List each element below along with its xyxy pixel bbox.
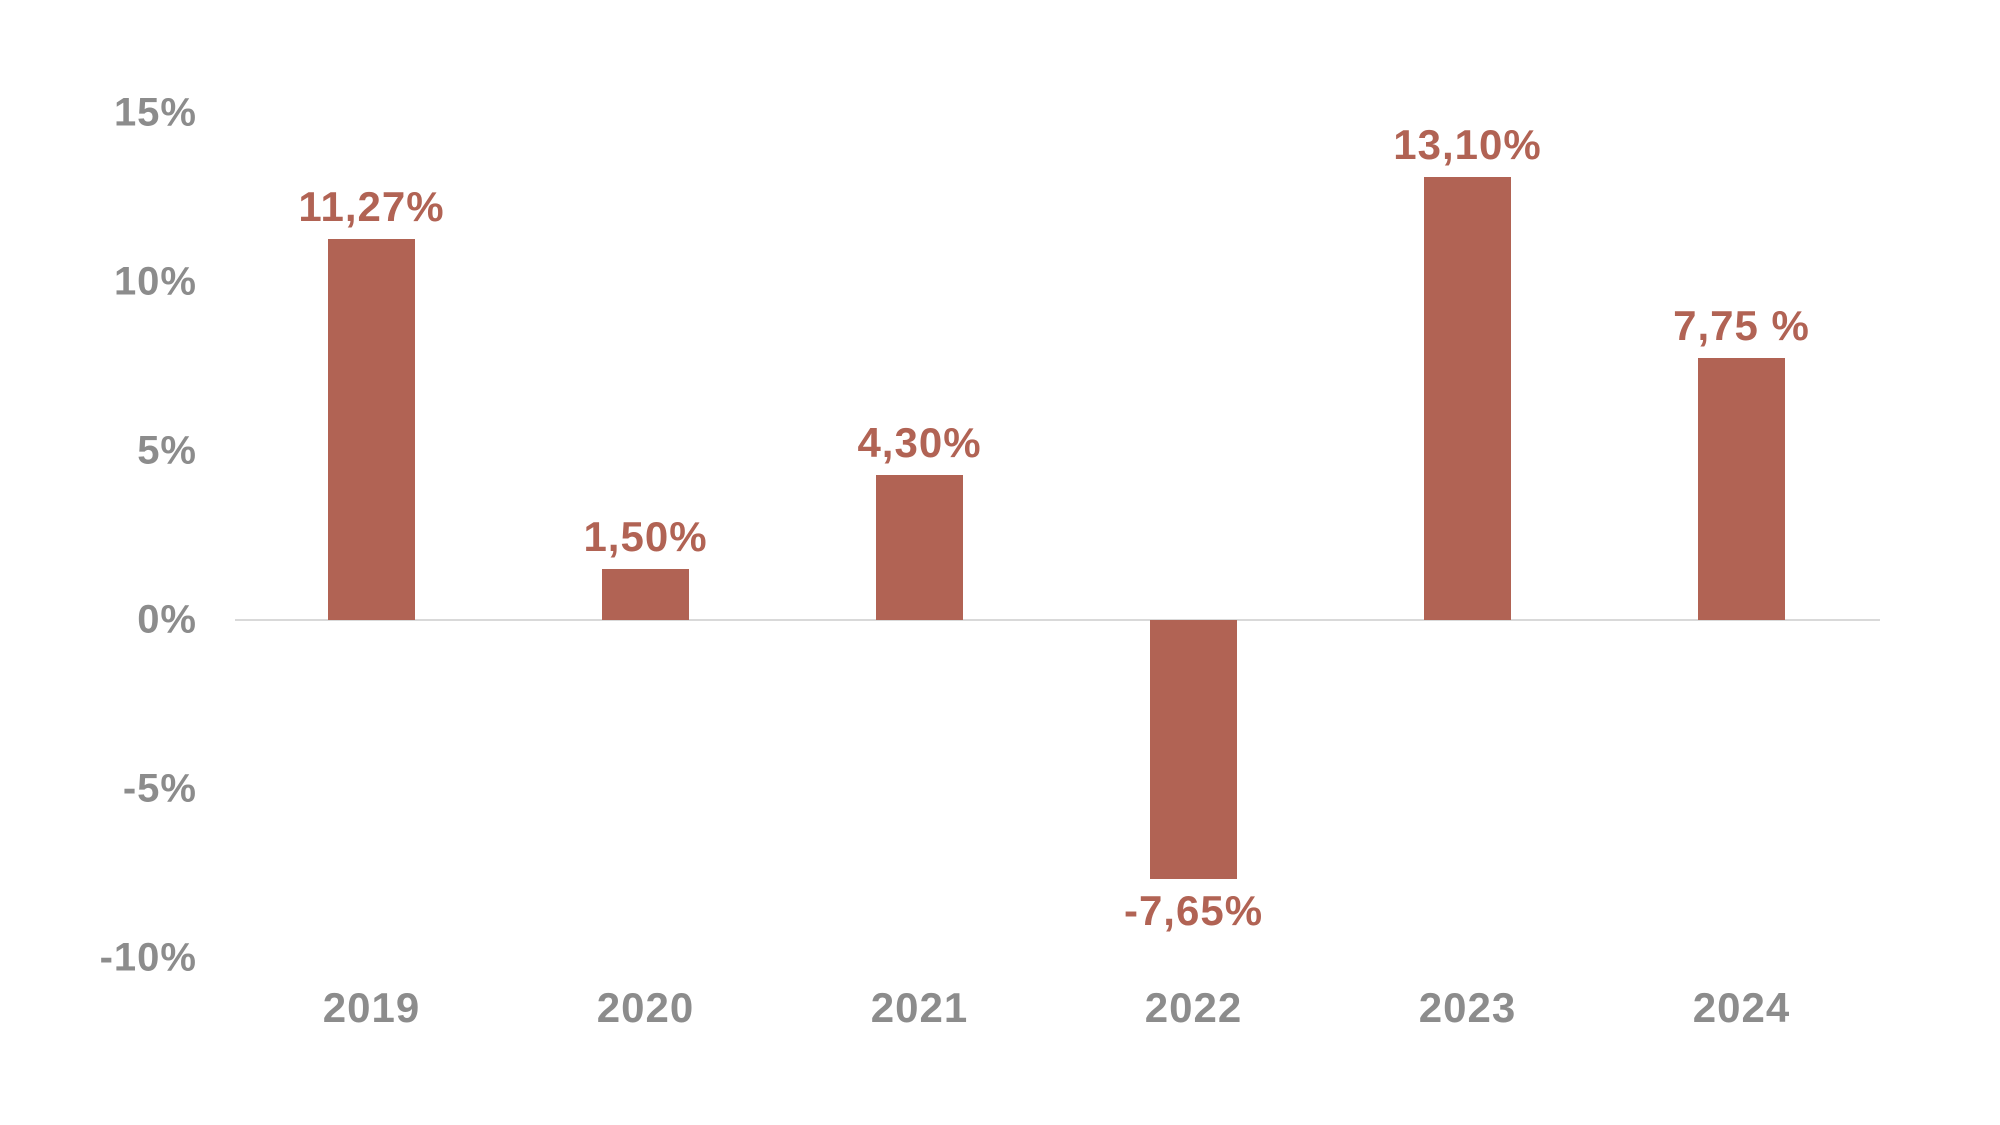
x-axis-label-2020: 2020 — [596, 984, 695, 1031]
y-tick-label: -5% — [122, 766, 197, 811]
bar-2019 — [328, 239, 415, 620]
x-axis-label-2023: 2023 — [1418, 984, 1517, 1031]
value-label-2021: 4,30% — [857, 418, 982, 466]
value-label-2023: 13,10% — [1393, 121, 1542, 169]
zero-baseline — [235, 619, 1880, 621]
x-axis-label-2021: 2021 — [870, 984, 969, 1031]
y-tick-label: 10% — [113, 259, 197, 304]
x-axis-label-2022: 2022 — [1144, 984, 1243, 1031]
bar-2020 — [602, 569, 689, 620]
y-tick-label: -10% — [99, 935, 197, 980]
value-label-2020: 1,50% — [583, 513, 708, 561]
value-label-2022: -7,65% — [1123, 886, 1264, 934]
x-axis-label-2019: 2019 — [322, 984, 421, 1031]
value-label-2024: 7,75 % — [1673, 302, 1810, 350]
y-tick-label: 0% — [137, 597, 197, 642]
value-label-2019: 11,27% — [298, 183, 445, 231]
bar-2021 — [876, 474, 963, 620]
x-axis-label-2024: 2024 — [1692, 984, 1791, 1031]
bar-2024 — [1698, 358, 1785, 620]
y-tick-label: 15% — [113, 90, 197, 135]
bar-2022 — [1150, 620, 1237, 879]
y-tick-label: 5% — [137, 428, 197, 473]
bar-2023 — [1424, 177, 1511, 620]
